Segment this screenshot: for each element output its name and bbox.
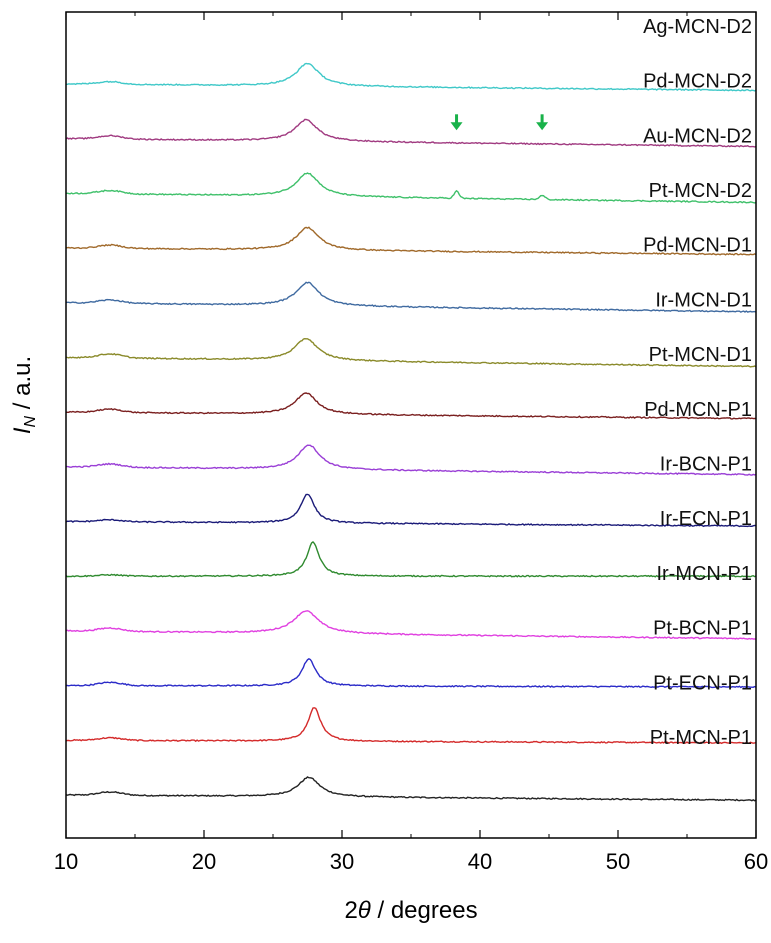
series-line-ag-mcn-d2 [66,62,757,92]
series-line-pd-mcn-p1 [66,444,757,476]
series-line-au-mcn-d2 [65,172,757,204]
x-axis-ticks: 10 20 30 40 50 60 [54,12,768,874]
series-line-pt-ecn-p1 [65,707,757,745]
series-label-pt-mcn-d2: Pt-MCN-D2 [649,180,752,202]
y-axis-label-subscript: N [22,415,39,427]
arrow-head [450,122,463,131]
series-label-ir-mcn-p1: Ir-MCN-P1 [656,563,752,585]
x-tick-label: 50 [606,849,630,874]
series-label-ir-bcn-p1: Ir-BCN-P1 [660,454,752,476]
annotation-arrow-1 [450,114,463,131]
series-label-pt-mcn-d1: Pt-MCN-D1 [649,344,752,366]
series-labels: Pt-MCN-P1 Pt-ECN-P1 Pt-BCN-P1 Ir-MCN-P1 Ir-E… [643,16,752,749]
series-line-pd-mcn-d1 [65,281,757,313]
series-line-ir-mcn-p1 [65,610,757,640]
series-label-au-mcn-d2: Au-MCN-D2 [643,125,752,147]
series-line-ir-bcn-p1 [65,493,757,528]
series-label-pd-mcn-d1: Pd-MCN-D1 [643,235,752,257]
series-line-pt-mcn-d1 [65,392,756,420]
x-tick-label: 20 [192,849,216,874]
y-axis-label: IN / a.u. [9,356,39,434]
x-axis-label-prefix: 2 [344,897,357,924]
annotation-arrow-2 [536,114,549,131]
series-label-pd-mcn-d2: Pd-MCN-D2 [643,71,752,93]
series-label-ir-mcn-d1: Ir-MCN-D1 [655,289,752,311]
x-tick-label: 30 [330,849,354,874]
x-tick-label: 60 [744,849,768,874]
series-label-pd-mcn-p1: Pd-MCN-P1 [644,399,752,421]
series-label-ir-ecn-p1: Ir-ECN-P1 [660,508,752,530]
x-tick-label: 10 [54,849,78,874]
series-line-pd-mcn-d2 [65,118,757,148]
annotations [450,114,549,131]
series-label-pt-mcn-p1: Pt-MCN-P1 [650,727,752,749]
arrow-head [536,122,549,131]
series-line-ir-ecn-p1 [65,540,757,578]
x-axis-label-symbol: θ [358,897,371,924]
series-line-pt-bcn-p1 [66,657,757,689]
series-line-pt-mcn-p1 [65,776,757,802]
x-tick-label: 40 [468,849,492,874]
x-axis-label-suffix: / degrees [371,897,478,924]
series-label-pt-ecn-p1: Pt-ECN-P1 [653,672,752,694]
series-label-ag-mcn-d2: Ag-MCN-D2 [643,16,752,38]
series-lines [65,62,757,802]
series-label-pt-bcn-p1: Pt-BCN-P1 [653,618,752,640]
series-line-pt-mcn-d2 [65,226,757,256]
y-axis-label-symbol: I [9,427,36,434]
y-axis-label-suffix: / a.u. [9,356,36,416]
x-axis-label: 2θ / degrees [344,897,477,924]
series-line-ir-mcn-d1 [65,337,757,368]
